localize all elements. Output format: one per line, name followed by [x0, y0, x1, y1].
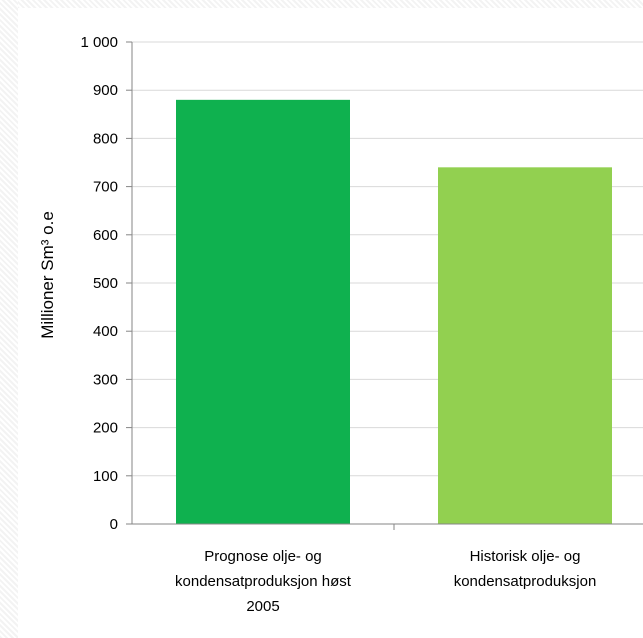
- y-tick-label: 1 000: [80, 34, 118, 51]
- y-tick-label: 0: [110, 516, 118, 533]
- y-tick-label: 100: [93, 468, 118, 485]
- y-tick-label: 800: [93, 130, 118, 147]
- y-tick-label: 200: [93, 420, 118, 437]
- x-category-label: Historisk olje- og kondensatproduksjon: [454, 548, 597, 590]
- bar: [438, 167, 612, 524]
- y-axis-title: Millioner Sm³ o.e: [38, 211, 57, 339]
- axes: [126, 41, 643, 530]
- background-pattern-left: [0, 0, 18, 638]
- x-category-label: Prognose olje- og kondensatproduksjon høs…: [175, 548, 352, 615]
- y-tick-label: 400: [93, 323, 118, 340]
- y-tick-label: 900: [93, 82, 118, 99]
- y-tick-label: 500: [93, 275, 118, 292]
- x-category-labels: Prognose olje- og kondensatproduksjon høs…: [175, 548, 596, 615]
- bar: [176, 99, 350, 524]
- y-tick-label: 700: [93, 179, 118, 196]
- y-tick-labels: 0 100 200 300 400 500 600 700 800 900 1 000: [80, 34, 118, 533]
- y-tick-label: 300: [93, 371, 118, 388]
- y-tick-label: 600: [93, 227, 118, 244]
- background-pattern-top: [0, 0, 643, 8]
- bars: [176, 99, 612, 524]
